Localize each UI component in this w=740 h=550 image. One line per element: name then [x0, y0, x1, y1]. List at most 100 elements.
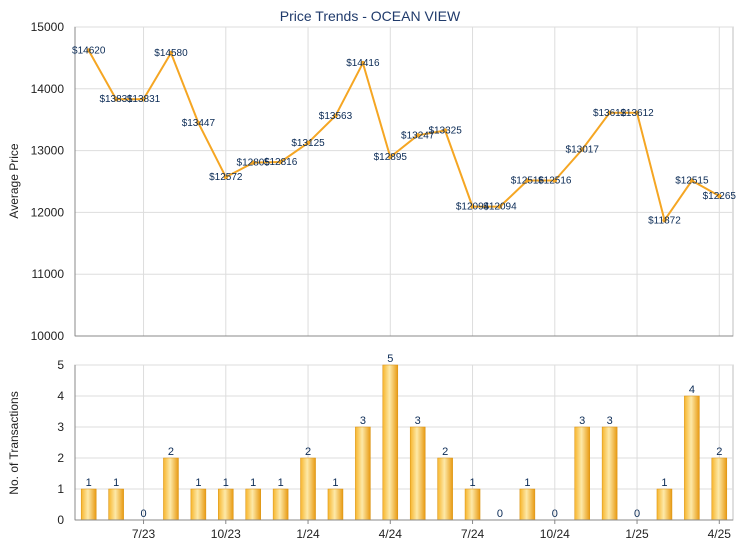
price-axis-label: Average Price: [7, 143, 21, 218]
x-tick-label: 10/23: [211, 527, 241, 541]
transaction-bar: [190, 488, 207, 521]
transactions-tick-label: 1: [57, 482, 64, 496]
transaction-count-label: 0: [634, 508, 640, 520]
price-point: [415, 133, 420, 138]
price-point: [388, 154, 393, 160]
transaction-count-label: 1: [86, 477, 92, 489]
price-point: [251, 160, 256, 165]
price-point: [662, 218, 667, 223]
transaction-bar: [437, 457, 453, 521]
transaction-count-label: 3: [607, 415, 613, 427]
price-tick-label: 13000: [31, 144, 65, 158]
transaction-count-label: 1: [223, 477, 229, 489]
price-data-label: $14416: [346, 58, 380, 69]
transaction-bar: [601, 426, 618, 521]
price-data-label: $12895: [374, 152, 408, 163]
price-point: [525, 178, 530, 183]
price-point: [580, 147, 585, 152]
transaction-bar: [355, 426, 371, 521]
price-data-label: $13125: [291, 138, 325, 149]
transaction-bar: [218, 488, 234, 521]
transaction-count-label: 1: [469, 477, 475, 489]
price-point: [360, 60, 366, 66]
price-point: [86, 48, 91, 53]
transaction-bar: [574, 426, 590, 521]
price-point: [552, 178, 557, 183]
price-point: [470, 204, 475, 209]
transaction-count-label: 3: [415, 415, 421, 427]
transaction-bar: [656, 488, 673, 521]
transaction-count-label: 3: [360, 415, 366, 427]
price-data-label: $13017: [566, 145, 600, 156]
chart-title: Price Trends - OCEAN VIEW: [280, 8, 461, 24]
x-tick-label: 4/24: [379, 527, 403, 541]
price-data-label: $13831: [99, 94, 133, 105]
transaction-count-label: 2: [168, 446, 174, 458]
x-tick-label: 1/25: [625, 527, 649, 541]
price-data-label: $14620: [72, 45, 106, 56]
x-tick-label: 7/24: [461, 527, 485, 541]
price-data-label: $13325: [428, 126, 462, 137]
transaction-count-label: 2: [305, 446, 311, 458]
price-data-label: $11872: [648, 215, 681, 226]
transactions-tick-label: 5: [57, 358, 64, 372]
transactions-tick-label: 4: [57, 389, 64, 403]
price-data-label: $12805: [237, 158, 271, 169]
price-point: [196, 120, 201, 126]
transaction-bar: [519, 488, 536, 521]
transaction-count-label: 1: [278, 477, 284, 489]
transaction-bar: [163, 457, 179, 521]
transaction-bar: [684, 395, 700, 521]
transaction-bar: [382, 364, 399, 521]
transaction-count-label: 2: [716, 446, 722, 458]
transaction-bar: [464, 488, 481, 521]
transaction-count-label: 1: [113, 477, 119, 489]
x-tick-label: 10/24: [540, 527, 570, 541]
price-point: [113, 97, 119, 102]
transaction-count-label: 0: [140, 508, 146, 520]
price-point: [305, 140, 311, 146]
x-tick-label: 7/23: [132, 527, 156, 541]
price-tick-label: 11000: [32, 267, 65, 281]
transaction-count-label: 1: [524, 477, 530, 489]
transaction-bar: [80, 488, 97, 521]
price-point: [141, 97, 146, 102]
transaction-count-label: 0: [497, 508, 503, 520]
price-point: [223, 174, 228, 180]
transaction-count-label: 1: [250, 477, 256, 489]
price-point: [278, 159, 283, 165]
transaction-count-label: 5: [387, 353, 393, 365]
price-data-label: $12516: [511, 176, 545, 187]
price-data-label: $13612: [593, 108, 627, 119]
price-plot-area: [74, 26, 734, 337]
price-tick-label: 15000: [31, 20, 65, 34]
price-point: [497, 204, 503, 209]
price-data-label: $14580: [154, 48, 188, 59]
price-point: [333, 113, 338, 119]
price-data-label: $12572: [209, 172, 243, 183]
transaction-bar: [409, 426, 426, 521]
transaction-bar: [272, 488, 289, 521]
transactions-plot-area: [74, 364, 734, 521]
price-data-label: $13612: [620, 108, 654, 119]
price-data-label: $12516: [538, 176, 572, 187]
transactions-tick-label: 2: [57, 451, 64, 465]
price-data-label: $12515: [675, 176, 709, 187]
price-point: [634, 110, 640, 115]
price-data-label: $12816: [264, 157, 298, 168]
price-point: [689, 178, 695, 183]
x-tick-label: 4/25: [708, 527, 732, 541]
price-tick-label: 14000: [31, 82, 65, 96]
price-data-label: $13447: [182, 118, 216, 129]
price-data-label: $13563: [319, 111, 353, 122]
transaction-count-label: 1: [195, 477, 201, 489]
price-data-label: $12265: [703, 191, 737, 202]
transactions-tick-label: 3: [57, 420, 64, 434]
transactions-axis-label: No. of Transactions: [7, 391, 21, 494]
price-point: [442, 128, 448, 133]
price-series-line: [87, 50, 720, 222]
transaction-count-label: 1: [332, 477, 338, 489]
price-data-label: $12094: [456, 202, 490, 213]
